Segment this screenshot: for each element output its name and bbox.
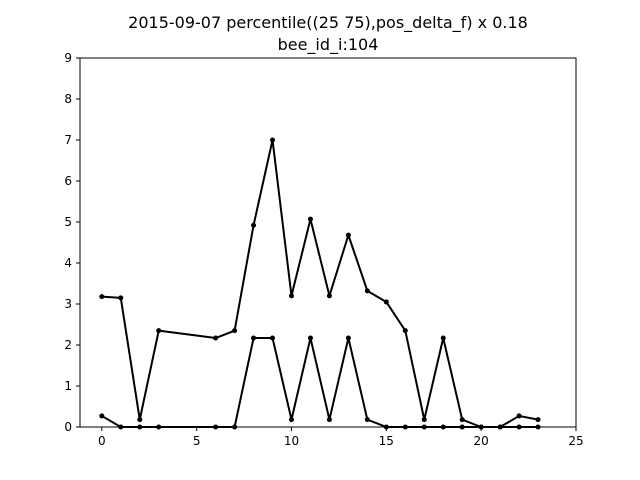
chart-title: 2015-09-07 percentile((25 75),pos_delta_… <box>128 13 528 33</box>
y-tick-label: 9 <box>64 51 72 65</box>
data-point <box>459 417 465 423</box>
y-tick-label: 0 <box>64 420 72 434</box>
data-point <box>440 424 446 430</box>
data-point <box>326 417 332 423</box>
x-tick-label: 20 <box>474 434 489 448</box>
data-point <box>270 335 276 341</box>
data-point <box>307 335 313 341</box>
data-point <box>516 424 522 430</box>
data-point <box>440 335 446 341</box>
data-point <box>516 413 522 419</box>
plot-frame <box>79 57 577 428</box>
data-point <box>137 424 143 430</box>
x-tick-label: 25 <box>568 434 583 448</box>
data-point <box>383 299 389 305</box>
data-point <box>383 424 389 430</box>
data-point <box>99 413 105 419</box>
series-1-line <box>101 139 539 428</box>
data-point <box>535 417 541 423</box>
data-point <box>402 424 408 430</box>
series-2 <box>99 335 541 430</box>
y-tick-label: 6 <box>64 174 72 188</box>
series-1 <box>99 137 541 430</box>
y-tick-label: 3 <box>64 297 72 311</box>
data-point <box>497 424 503 430</box>
data-point <box>307 216 313 222</box>
data-point <box>421 424 427 430</box>
data-point <box>535 424 541 430</box>
series-2-line <box>101 337 539 428</box>
data-point <box>364 288 370 294</box>
data-point <box>270 137 276 143</box>
y-tick-label: 7 <box>64 133 72 147</box>
data-point <box>118 424 124 430</box>
data-point <box>421 417 427 423</box>
series-group <box>99 137 541 430</box>
data-point <box>118 295 124 301</box>
axes: 0 5 10 15 20 25 0 1 2 3 4 5 6 7 8 9 <box>64 51 583 448</box>
data-point <box>213 424 219 430</box>
data-point <box>478 424 484 430</box>
y-tick-label: 1 <box>64 379 72 393</box>
data-point <box>251 222 257 228</box>
data-point <box>345 232 351 238</box>
data-point <box>156 424 162 430</box>
y-tick-label: 8 <box>64 92 72 106</box>
data-point <box>288 293 294 299</box>
data-point <box>232 328 238 334</box>
chart-subtitle: bee_id_i:104 <box>278 35 379 55</box>
data-point <box>345 335 351 341</box>
data-point <box>137 417 143 423</box>
x-tick-label: 5 <box>193 434 201 448</box>
data-point <box>364 417 370 423</box>
data-point <box>459 424 465 430</box>
y-tick-label: 2 <box>64 338 72 352</box>
data-point <box>99 294 105 300</box>
data-point <box>402 328 408 334</box>
y-tick-label: 5 <box>64 215 72 229</box>
y-tick-label: 4 <box>64 256 72 270</box>
data-point <box>232 424 238 430</box>
data-point <box>326 293 332 299</box>
data-point <box>288 417 294 423</box>
data-point <box>251 335 257 341</box>
x-tick-label: 0 <box>98 434 106 448</box>
data-point <box>156 328 162 334</box>
x-tick-label: 10 <box>284 434 299 448</box>
data-point <box>213 335 219 341</box>
x-tick-label: 15 <box>379 434 394 448</box>
